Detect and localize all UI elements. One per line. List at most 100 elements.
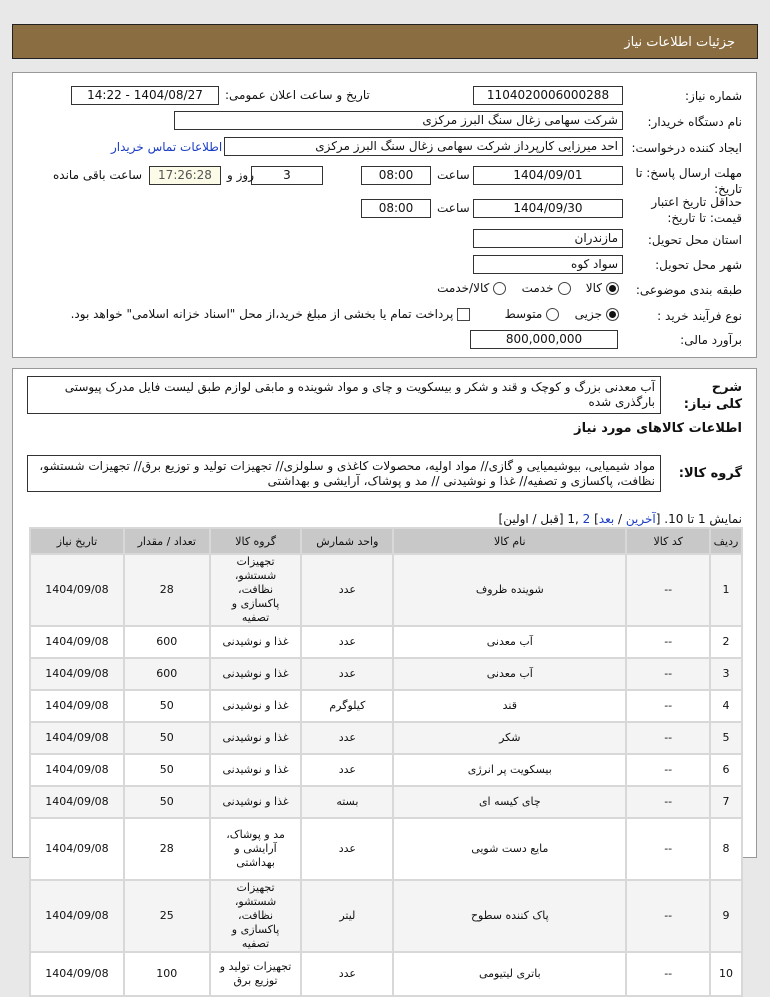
radio-medium[interactable]: [546, 308, 560, 321]
cell-need-date: 1404/09/08: [31, 819, 123, 879]
pagination-prefix: نمایش 1 تا 10. [: [655, 512, 742, 526]
treasury-checkbox[interactable]: [457, 308, 471, 321]
cell-quantity: 50: [124, 755, 209, 785]
cell-item-code: --: [627, 755, 710, 785]
group-label: گروه کالا:: [678, 466, 742, 481]
header-col-unit: واحد شمارش: [302, 529, 393, 553]
cell-quantity: 50: [124, 787, 209, 817]
cell-group: غذا و نوشیدنی: [210, 691, 301, 721]
table-row: 8 -- مایع دست شویی عدد مد و پوشاک، آرایشی و …: [31, 819, 741, 879]
cell-row-number: 1: [711, 555, 741, 625]
cell-unit: عدد: [302, 723, 393, 753]
announce-label: تاریخ و ساعت اعلان عمومی:: [225, 88, 370, 102]
table-row: 10 -- باتری لیتیومی عدد تجهیزات تولید و توزی…: [31, 953, 741, 995]
header-col-need-date: تاریخ نیاز: [31, 529, 123, 553]
goods-table: ردیف کد کالا نام کالا واحد شمارش گروه کالا تع…: [29, 527, 743, 997]
contact-buyer-link[interactable]: اطلاعات تماس خریدار: [111, 140, 223, 154]
buyer-field: شرکت سهامی زغال سنگ البرز مرکزی: [174, 111, 623, 130]
validity-date-field: 1404/09/30: [473, 199, 623, 218]
cell-unit: کیلوگرم: [302, 691, 393, 721]
radio-goods-service-label: کالا/خدمت: [437, 281, 490, 295]
cell-quantity: 100: [124, 953, 209, 995]
pagination-sep: /: [614, 512, 626, 526]
page-header: جزئیات اطلاعات نیاز: [12, 24, 758, 59]
table-row: 2 -- آب معدنی عدد غذا و نوشیدنی 600 1404/09/08: [31, 627, 741, 657]
cell-unit: عدد: [302, 819, 393, 879]
header-col-group: گروه کالا: [210, 529, 301, 553]
cell-quantity: 28: [124, 819, 209, 879]
days-field: 3: [251, 166, 323, 185]
next-page-link[interactable]: بعد: [598, 512, 615, 526]
category-label: طبقه بندی موضوعی:: [635, 283, 742, 297]
cell-group: غذا و نوشیدنی: [210, 627, 301, 657]
radio-goods-service[interactable]: [493, 282, 507, 295]
cell-group: تجهیزات شستشو، نظافت، پاکسازی و تصفیه: [210, 881, 301, 951]
cell-item-code: --: [627, 627, 710, 657]
cell-item-code: --: [627, 881, 710, 951]
cell-item-code: --: [627, 555, 710, 625]
cell-group: غذا و نوشیدنی: [210, 659, 301, 689]
province-field: مازندران: [473, 229, 623, 248]
creator-label: ایجاد کننده درخواست:: [631, 141, 742, 155]
remaining-timer: 17:26:28: [149, 166, 221, 185]
cell-need-date: 1404/09/08: [31, 627, 123, 657]
radio-minor[interactable]: [606, 308, 619, 321]
header-col-quantity: تعداد / مقدار: [124, 529, 209, 553]
need-number-field: 1104020006000288: [473, 86, 623, 105]
radio-service[interactable]: [557, 282, 571, 295]
table-row: 4 -- قند کیلوگرم غذا و نوشیدنی 50 1404/09/08: [31, 691, 741, 721]
pagination-mid: ]: [590, 512, 599, 526]
cell-item-name: مایع دست شویی: [394, 819, 626, 879]
cell-row-number: 2: [711, 627, 741, 657]
cell-item-name: پاک کننده سطوح: [394, 881, 626, 951]
budget-field: 800,000,000: [470, 330, 618, 349]
cell-row-number: 8: [711, 819, 741, 879]
radio-goods[interactable]: [606, 282, 619, 295]
cell-need-date: 1404/09/08: [31, 881, 123, 951]
cell-quantity: 25: [124, 881, 209, 951]
cell-unit: عدد: [302, 627, 393, 657]
page-2-link[interactable]: 2: [582, 512, 591, 526]
cell-group: تجهیزات شستشو، نظافت، پاکسازی و تصفیه: [210, 555, 301, 625]
cell-need-date: 1404/09/08: [31, 659, 123, 689]
group-field: مواد شیمیایی، بیوشیمیایی و گازی// مواد ا…: [27, 455, 661, 492]
cell-group: تجهیزات تولید و توزیع برق: [210, 953, 301, 995]
cell-quantity: 600: [124, 659, 209, 689]
cell-group: مد و پوشاک، آرایشی و بهداشتی: [210, 819, 301, 879]
goods-section-title: اطلاعات کالاهای مورد نیاز: [574, 421, 742, 436]
cell-quantity: 50: [124, 723, 209, 753]
validity-time-field: 08:00: [361, 199, 431, 218]
cell-row-number: 6: [711, 755, 741, 785]
province-label: استان محل تحویل:: [647, 233, 742, 247]
cell-row-number: 7: [711, 787, 741, 817]
need-info-panel: شماره نیاز: 1104020006000288 تاریخ و ساع…: [12, 72, 757, 358]
cell-need-date: 1404/09/08: [31, 787, 123, 817]
cell-need-date: 1404/09/08: [31, 691, 123, 721]
table-row: 1 -- شوینده ظروف عدد تجهیزات شستشو، نظافت، پ…: [31, 555, 741, 625]
cell-unit: عدد: [302, 953, 393, 995]
description-label: شرح کلی نیاز:: [683, 380, 742, 412]
treasury-note: پرداخت تمام یا بخشی از مبلغ خرید،از محل …: [70, 307, 454, 321]
pagination: نمایش 1 تا 10. [آخرین / بعد] 2 ,1 [قبل /…: [499, 512, 742, 526]
cell-row-number: 4: [711, 691, 741, 721]
cell-unit: عدد: [302, 555, 393, 625]
deadline-label: مهلت ارسال پاسخ: تا تاریخ:: [635, 166, 742, 196]
goods-panel: شرح کلی نیاز: آب معدنی بزرگ و کوچک و قند…: [12, 368, 757, 997]
table-row: 9 -- پاک کننده سطوح لیتر تجهیزات شستشو، نظاف…: [31, 881, 741, 951]
cell-item-name: شوینده ظروف: [394, 555, 626, 625]
announce-field: 1404/08/27 - 14:22: [71, 86, 219, 105]
deadline-time-field: 08:00: [361, 166, 431, 185]
cell-need-date: 1404/09/08: [31, 723, 123, 753]
cell-group: غذا و نوشیدنی: [210, 787, 301, 817]
cell-item-code: --: [627, 787, 710, 817]
table-header-row: ردیف کد کالا نام کالا واحد شمارش گروه کالا تع…: [31, 529, 741, 553]
cell-item-code: --: [627, 691, 710, 721]
last-page-link[interactable]: آخرین: [625, 512, 656, 526]
cell-need-date: 1404/09/08: [31, 755, 123, 785]
cell-item-name: آب معدنی: [394, 659, 626, 689]
cell-quantity: 600: [124, 627, 209, 657]
city-label: شهر محل تحویل:: [655, 258, 742, 272]
need-number-label: شماره نیاز:: [685, 89, 742, 103]
header-col-item-code: کد کالا: [627, 529, 710, 553]
header-col-item-name: نام کالا: [394, 529, 626, 553]
